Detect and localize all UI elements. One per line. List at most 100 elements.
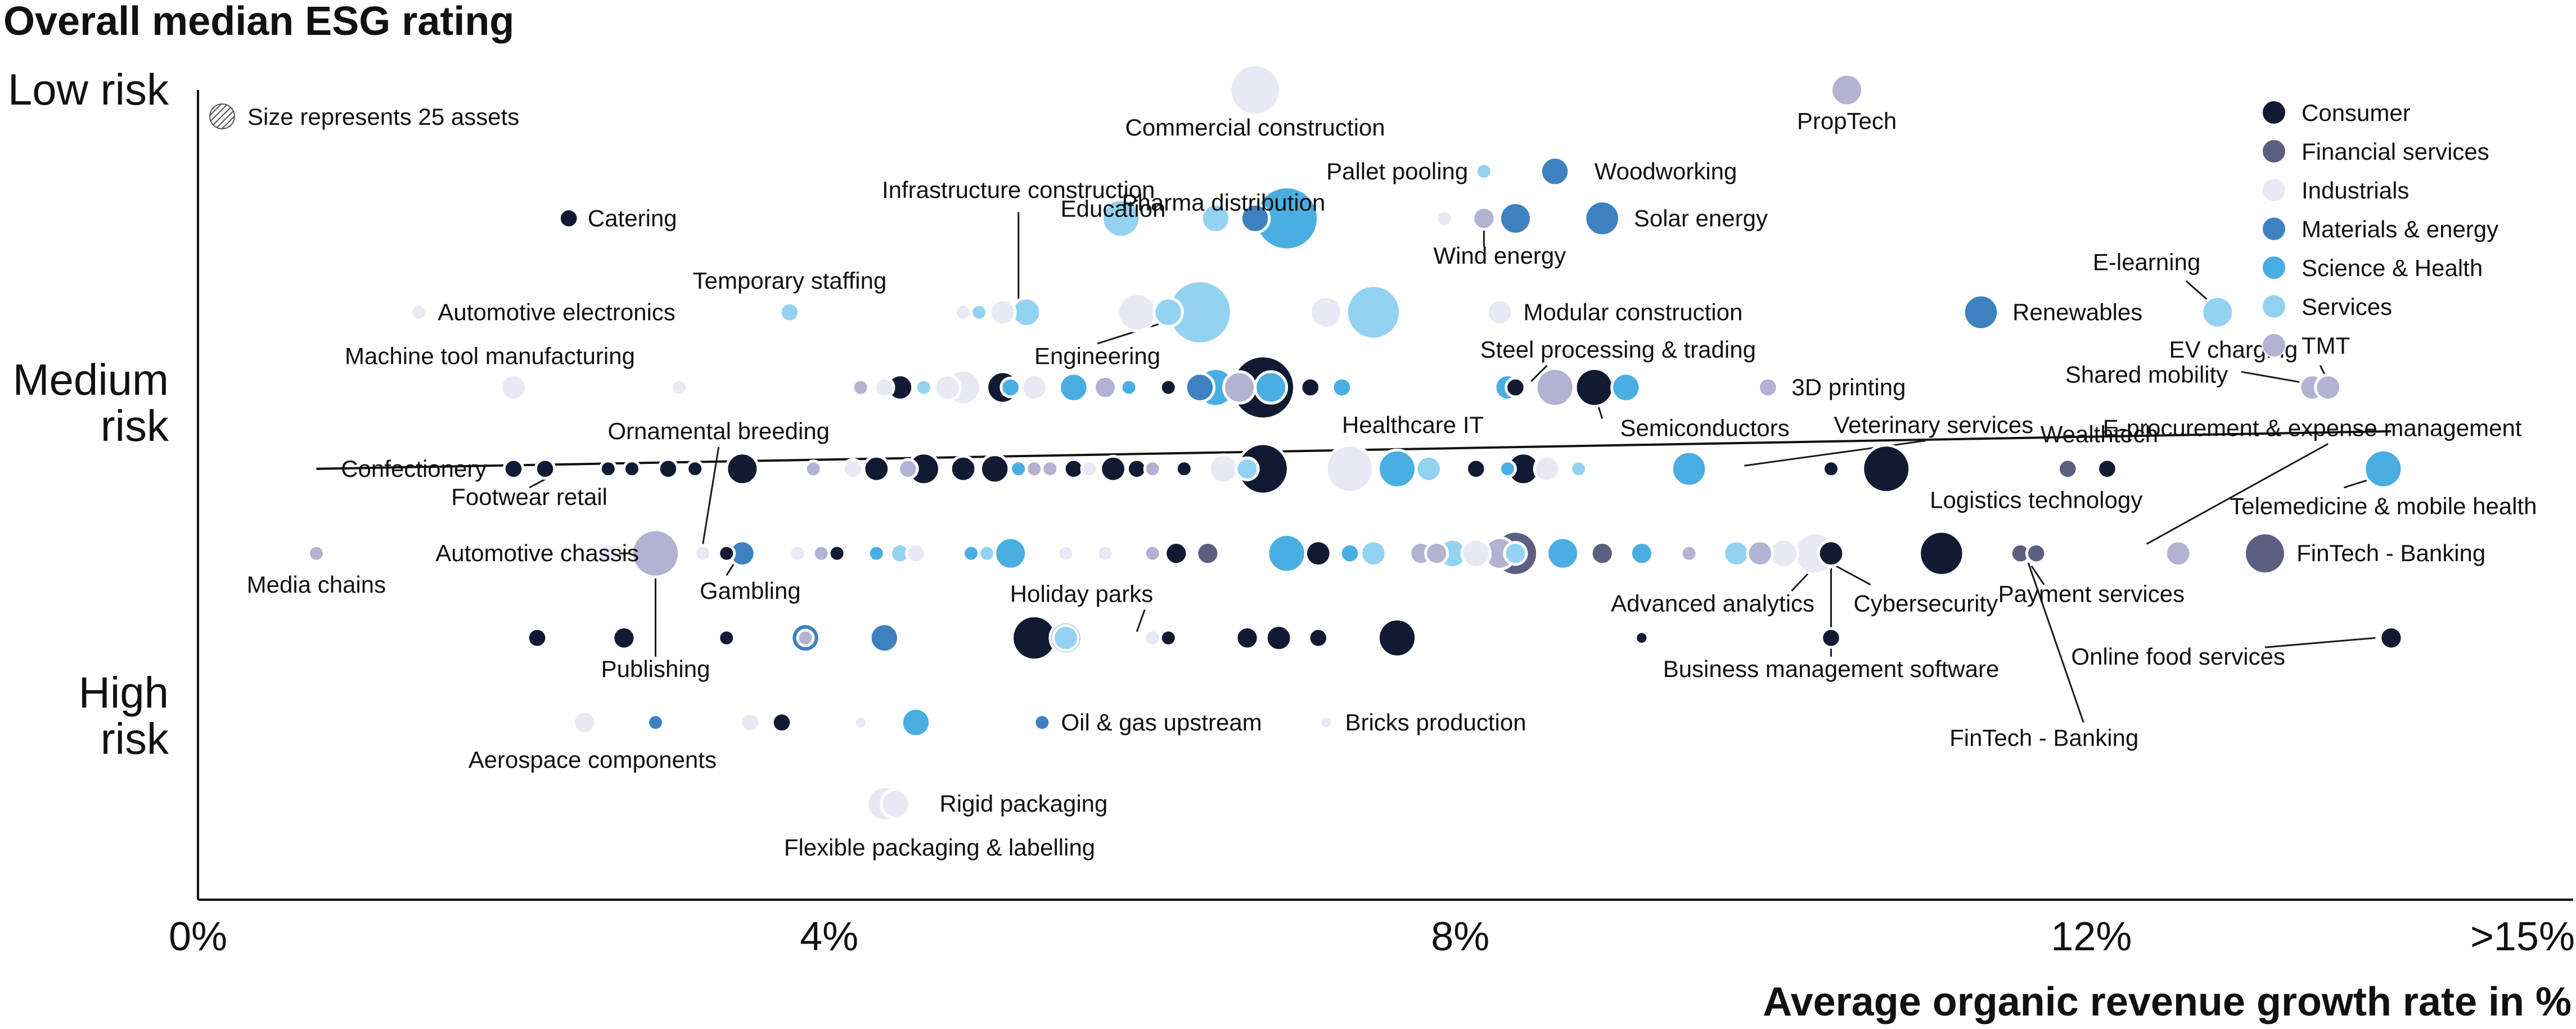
bubble-industrials bbox=[880, 788, 911, 820]
bubble-consumer bbox=[979, 453, 1011, 485]
bubble-consumer bbox=[1505, 376, 1526, 399]
annotation-steel-processing-and-trading: Steel processing & trading bbox=[1480, 336, 1756, 363]
bubble-industrials bbox=[1020, 373, 1048, 401]
bubble-materials-and-energy bbox=[1498, 201, 1533, 236]
annotation-commercial-construction: Commercial construction bbox=[1125, 114, 1385, 141]
annotation-veterinary-services: Veterinary services bbox=[1834, 412, 2033, 438]
legend-label-tmt: TMT bbox=[2302, 332, 2350, 359]
bubble-consumer bbox=[725, 452, 760, 486]
leader-line bbox=[1530, 364, 1548, 382]
bubble-consumer bbox=[1174, 459, 1194, 479]
bubble-consumer bbox=[686, 459, 705, 479]
bubble-consumer bbox=[949, 454, 978, 483]
bubble-consumer bbox=[1099, 454, 1127, 483]
bubble-industrials bbox=[1325, 444, 1375, 494]
bubble-science-and-health bbox=[962, 544, 981, 563]
legend-label-services: Services bbox=[2302, 294, 2392, 320]
bubble-consumer bbox=[1918, 530, 1965, 577]
bubble-industrials bbox=[499, 373, 528, 401]
leader-line bbox=[2264, 637, 2376, 648]
y-label-medium-risk-1: risk bbox=[101, 401, 169, 450]
annotation-pallet-pooling: Pallet pooling bbox=[1326, 158, 1468, 184]
bubble-materials-and-energy bbox=[646, 713, 665, 732]
bubble-tmt bbox=[1222, 370, 1257, 405]
bubble-science-and-health bbox=[1376, 448, 1418, 489]
bubble-industrials bbox=[1318, 715, 1334, 730]
annotation-pharma-distribution: Pharma distribution bbox=[1122, 189, 1326, 215]
bubble-science-and-health bbox=[1546, 536, 1580, 571]
annotation-ornamental-breeding: Ornamental breeding bbox=[607, 418, 830, 444]
bubble-industrials bbox=[739, 711, 762, 734]
bubble-tmt bbox=[1025, 459, 1044, 479]
legend-swatch-materials-and-energy bbox=[2262, 216, 2286, 241]
bubble-industrials bbox=[1309, 295, 1344, 330]
legend-swatch-financial-services bbox=[2262, 139, 2286, 164]
bubble-science-and-health bbox=[1498, 459, 1517, 479]
bubble-industrials bbox=[841, 458, 864, 480]
bubble-tmt bbox=[1679, 544, 1699, 563]
bubble-consumer bbox=[526, 627, 548, 649]
annotation-fintech-banking: FinTech - Banking bbox=[2296, 540, 2485, 566]
bubble-consumer bbox=[1304, 539, 1332, 568]
bubble-industrials bbox=[1208, 453, 1240, 485]
bubble-services bbox=[778, 301, 801, 323]
bubble-tmt bbox=[1534, 367, 1575, 408]
bubble-materials-and-energy bbox=[1962, 294, 2000, 331]
annotation-gambling: Gambling bbox=[700, 577, 801, 604]
bubble-materials-and-energy bbox=[868, 622, 900, 654]
annotation-business-management-software: Business management software bbox=[1663, 656, 1999, 682]
bubble-industrials bbox=[853, 715, 868, 730]
bubble-science-and-health bbox=[1331, 376, 1353, 399]
bubble-industrials bbox=[1116, 292, 1158, 333]
bubble-industrials bbox=[954, 303, 973, 322]
bubble-services bbox=[1152, 296, 1184, 328]
legend-swatch-consumer bbox=[2262, 100, 2286, 125]
bubble-tmt bbox=[897, 458, 919, 480]
bubble-industrials bbox=[1143, 629, 1162, 648]
bubble-services bbox=[1235, 456, 1260, 481]
bubble-tmt bbox=[1471, 206, 1497, 231]
bubble-science-and-health bbox=[900, 707, 932, 738]
leader-line bbox=[1136, 609, 1146, 632]
bubble-consumer bbox=[1465, 458, 1487, 480]
bubble-consumer bbox=[557, 207, 580, 229]
bubble-services bbox=[1101, 198, 1142, 239]
bubble-services bbox=[1359, 539, 1388, 568]
bubble-tmt bbox=[1746, 539, 1775, 568]
bubble-science-and-health bbox=[2363, 448, 2404, 489]
bubble-services bbox=[978, 544, 997, 563]
bubble-consumer bbox=[657, 458, 679, 480]
bubble-tmt bbox=[812, 544, 831, 563]
bubble-science-and-health bbox=[1119, 378, 1138, 397]
annotation-wind-energy: Wind energy bbox=[1434, 242, 1566, 269]
bubble-tmt bbox=[307, 544, 326, 563]
x-axis-label: Average organic revenue growth rate in % bbox=[1763, 980, 2572, 1025]
y-label-low-risk-0: Low risk bbox=[8, 65, 169, 114]
annotation-woodworking: Woodworking bbox=[1595, 158, 1737, 184]
bubble-consumer bbox=[1376, 617, 1418, 658]
annotation-engineering: Engineering bbox=[1034, 342, 1160, 369]
bubble-tmt bbox=[1830, 73, 1865, 107]
legend-swatch-industrials bbox=[2262, 178, 2286, 202]
annotation-holiday-parks: Holiday parks bbox=[1010, 581, 1153, 607]
x-tick-label: 0% bbox=[169, 914, 227, 959]
annotation-infrastructure-construction: Infrastructure construction bbox=[882, 177, 1155, 203]
bubble-materials-and-energy bbox=[1033, 713, 1052, 732]
bubble-financial-services bbox=[1589, 541, 1615, 566]
bubble-consumer bbox=[1820, 627, 1842, 649]
bubble-consumer bbox=[598, 459, 618, 479]
legend-label-industrials: Industrials bbox=[2302, 177, 2409, 204]
bubble-tmt bbox=[1424, 541, 1449, 566]
bubble-consumer bbox=[1264, 624, 1293, 652]
y-label-medium-risk-0: Medium bbox=[13, 355, 169, 404]
bubble-consumer bbox=[1574, 367, 1615, 408]
bubble-tmt bbox=[851, 378, 870, 397]
bubble-industrials bbox=[1228, 63, 1282, 117]
bubble-science-and-health bbox=[1670, 450, 1708, 488]
bubble-consumer bbox=[827, 544, 846, 563]
leader-line bbox=[702, 446, 720, 544]
x-tick-label: 12% bbox=[2051, 914, 2132, 959]
annotation-oil-and-gas-upstream: Oil & gas upstream bbox=[1061, 709, 1262, 735]
